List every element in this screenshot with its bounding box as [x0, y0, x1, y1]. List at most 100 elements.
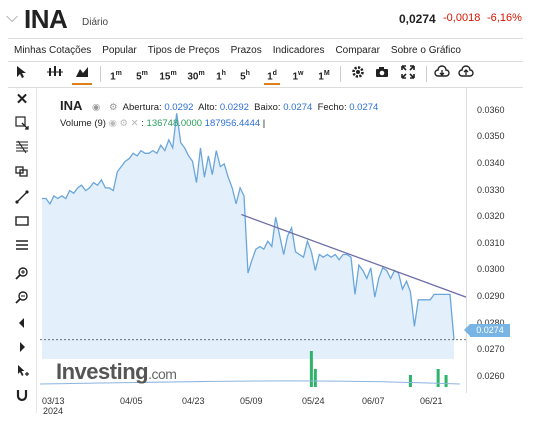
symbol-title: INA: [24, 4, 68, 34]
y-tick-label: 0.0330: [477, 184, 505, 195]
price-change-pct: -6,16%: [487, 12, 522, 24]
menu-compare[interactable]: Comparar: [335, 44, 380, 56]
volume-bar: [309, 351, 313, 387]
period-label: Diário: [82, 17, 109, 28]
last-value-tag: 0.0274: [464, 324, 510, 337]
close-icon[interactable]: ✕: [15, 91, 29, 108]
timeframe-1h[interactable]: 1h: [216, 70, 226, 83]
cloud-upload-icon[interactable]: [458, 65, 474, 83]
timeframe-5h[interactable]: 5h: [240, 70, 250, 83]
chart-menu-bar: Minhas Cotações Popular Tipos de Preços …: [8, 38, 523, 62]
price-line: [42, 113, 455, 340]
high-label: Alto:: [198, 102, 218, 113]
menu-my-quotes[interactable]: Minhas Cotações: [14, 44, 92, 56]
timeframe-1w[interactable]: 1w: [292, 70, 304, 83]
y-tick-label: 0.0310: [477, 237, 505, 248]
timeframe-1d[interactable]: 1d: [264, 65, 280, 85]
timeframe-1m[interactable]: 1m: [110, 70, 122, 83]
x-tick-label: 06/21: [420, 396, 443, 406]
trendline-icon[interactable]: [14, 190, 30, 206]
fibonacci-icon[interactable]: [14, 140, 30, 156]
drawing-tools-sidebar: ✕: [8, 88, 37, 413]
y-tick-label: 0.0320: [477, 211, 505, 222]
magnet-icon[interactable]: [14, 388, 30, 404]
price-change: -0,0018: [443, 12, 481, 24]
time-axis[interactable]: 2024 03/13 04/05 04/23 05/09 05/24 06/07 06/21: [40, 393, 466, 419]
menu-about-chart[interactable]: Sobre o Gráfico: [390, 44, 461, 56]
volume-value: 136748.0000: [146, 118, 203, 129]
x-tick-label: 04/05: [120, 396, 143, 406]
quote-header: ⌵ INA Diário 0,0274 -0,0018 -6,16%: [0, 0, 537, 38]
price-area-fill: [42, 113, 454, 359]
volume-legend: Volume (9) ◉ ⚙ ✕ : 136748.0000 187956.44…: [60, 118, 266, 129]
crosshair-icon[interactable]: [14, 116, 30, 132]
fullscreen-icon[interactable]: [400, 65, 416, 83]
y-tick-label: 0.0360: [477, 104, 505, 115]
price-axis[interactable]: 0.0360 0.0350 0.0340 0.0330 0.0320 0.0310 0.03…: [466, 88, 524, 393]
cloud-download-icon[interactable]: [434, 65, 450, 83]
volume-ma-value: 187956.4444: [204, 118, 261, 129]
menu-popular[interactable]: Popular: [102, 44, 137, 56]
volume-bar: [313, 369, 317, 387]
timeframe-30m[interactable]: 30m: [187, 70, 205, 83]
timeframe-5m[interactable]: 5m: [136, 70, 148, 83]
pattern-icon[interactable]: [14, 164, 30, 180]
zoom-in-icon[interactable]: [14, 266, 30, 282]
menu-indicators[interactable]: Indicadores: [272, 44, 325, 56]
chart-toolbar: 1m 5m 15m 30m 1h 5h 1d 1w 1M: [8, 61, 523, 88]
x-tick-label: 06/07: [362, 396, 385, 406]
menu-price-types[interactable]: Tipos de Preços: [147, 44, 220, 56]
ohlc-legend: INA ◉ ⚙ Abertura: 0.0292 Alto: 0.0292 Ba…: [60, 98, 378, 113]
timeframe-1M[interactable]: 1M: [318, 70, 330, 83]
volume-bar: [436, 369, 440, 387]
close-label: Fecho:: [317, 102, 347, 113]
gear-icon[interactable]: ⚙: [108, 102, 118, 113]
low-label: Baixo:: [254, 102, 281, 113]
timeframe-15m[interactable]: 15m: [159, 70, 177, 83]
menu-timeframes[interactable]: Prazos: [230, 44, 262, 56]
cursor-icon[interactable]: [14, 65, 28, 83]
candlestick-icon[interactable]: [46, 65, 64, 83]
collapse-chevron-icon[interactable]: ⌵: [6, 9, 19, 26]
y-tick-label: 0.0340: [477, 157, 505, 168]
low-value: 0.0274: [283, 102, 313, 113]
y-tick-label: 0.0270: [477, 344, 505, 355]
camera-icon[interactable]: [374, 65, 390, 83]
eye-icon[interactable]: ◉: [92, 102, 101, 113]
toolbar-divider: [100, 66, 101, 82]
legend-symbol: INA: [60, 98, 83, 113]
lines-icon[interactable]: [14, 238, 30, 254]
high-value: 0.0292: [219, 102, 249, 113]
y-tick-label: 0.0300: [477, 264, 505, 275]
arrow-right-icon[interactable]: [14, 340, 30, 356]
y-tick-label: 0.0290: [477, 291, 505, 302]
price-chart[interactable]: [40, 88, 466, 393]
toolbar-divider: [426, 66, 427, 82]
volume-bar: [444, 375, 448, 387]
x-tick-label: 03/13: [42, 396, 65, 406]
area-chart-icon[interactable]: [72, 65, 92, 85]
volume-label: Volume (9): [60, 118, 106, 129]
rectangle-icon[interactable]: [14, 214, 30, 230]
y-tick-label: 0.0260: [477, 371, 505, 382]
trendline: [241, 213, 466, 298]
x-tick-label: 04/23: [182, 396, 205, 406]
zoom-out-icon[interactable]: [14, 290, 30, 306]
open-label: Abertura:: [122, 102, 162, 113]
year-label: 2024: [43, 406, 64, 416]
arrow-left-icon[interactable]: [14, 316, 30, 332]
investing-watermark: Investing.com: [56, 359, 177, 384]
volume-bar: [408, 375, 412, 387]
pointer-plus-icon[interactable]: [14, 364, 30, 380]
eye-icon[interactable]: ◉ ⚙ ✕: [108, 118, 139, 129]
x-tick-label: 05/24: [302, 396, 325, 406]
y-tick-label: 0.0280: [477, 317, 505, 328]
gear-icon[interactable]: [350, 65, 366, 83]
y-tick-label: 0.0350: [477, 131, 505, 142]
x-tick-label: 05/09: [240, 396, 263, 406]
last-price: 0,0274: [399, 12, 436, 26]
toolbar-divider: [340, 66, 341, 82]
volume-ma-line: [40, 380, 461, 385]
close-value: 0.0274: [349, 102, 379, 113]
open-value: 0.0292: [164, 102, 194, 113]
